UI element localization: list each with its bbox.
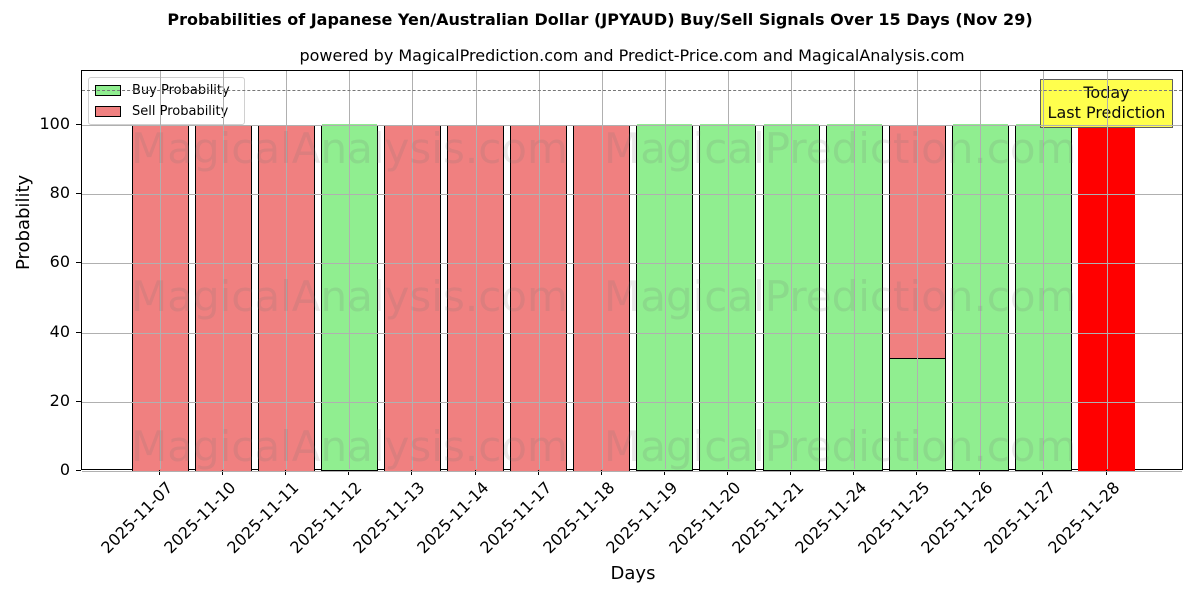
gridline-horizontal xyxy=(82,471,1182,472)
gridline-horizontal xyxy=(82,401,1182,403)
x-tick-mark xyxy=(979,470,981,475)
gridline-vertical xyxy=(286,71,288,469)
gridline-vertical xyxy=(412,71,414,469)
x-tick-mark xyxy=(285,470,287,475)
x-tick-mark xyxy=(1105,470,1107,475)
y-tick-label: 40 xyxy=(49,321,70,341)
y-tick-label: 20 xyxy=(49,390,70,410)
x-tick-mark xyxy=(790,470,791,475)
gridline-vertical xyxy=(791,71,792,469)
gridline-horizontal xyxy=(82,124,1182,126)
x-tick-mark xyxy=(726,470,728,475)
x-axis-label: Days xyxy=(610,563,656,584)
gridline-vertical xyxy=(917,71,919,469)
legend-sell-label: Sell Probability xyxy=(132,104,229,119)
y-axis-label: Probability xyxy=(13,174,34,270)
chart-subtitle: powered by MagicalPrediction.com and Pre… xyxy=(299,46,965,65)
x-tick-mark xyxy=(663,470,665,475)
x-tick-mark xyxy=(600,470,602,475)
y-tick-label: 80 xyxy=(49,183,70,203)
x-tick-mark xyxy=(222,470,224,475)
gridline-vertical xyxy=(538,71,540,469)
gridline-vertical xyxy=(727,71,729,469)
x-tick-mark xyxy=(853,470,855,475)
gridline-vertical xyxy=(664,71,666,469)
y-tick-mark xyxy=(76,470,81,471)
x-tick-mark xyxy=(1042,470,1044,475)
legend-item-sell: Sell Probability xyxy=(95,104,228,119)
x-tick-mark xyxy=(474,470,476,475)
x-tick-mark xyxy=(348,470,350,475)
y-tick-mark xyxy=(76,400,81,402)
gridline-horizontal xyxy=(82,194,1182,196)
x-tick-mark xyxy=(159,470,160,475)
reference-dashed-line xyxy=(82,90,1182,92)
gridline-vertical xyxy=(1106,71,1108,469)
gridline-vertical xyxy=(223,71,225,469)
y-tick-mark xyxy=(76,331,81,333)
gridline-horizontal xyxy=(82,263,1182,265)
legend: Buy Probability Sell Probability xyxy=(88,77,245,125)
y-tick-mark xyxy=(76,193,81,195)
y-tick-label: 60 xyxy=(49,252,70,272)
gridline-vertical xyxy=(980,71,982,469)
y-tick-label: 100 xyxy=(39,113,70,133)
gridline-horizontal xyxy=(82,332,1182,334)
gridline-vertical xyxy=(475,71,477,469)
x-tick-mark xyxy=(537,470,539,475)
chart-title: Probabilities of Japanese Yen/Australian… xyxy=(167,10,1033,29)
y-tick-mark xyxy=(76,262,81,264)
y-tick-label: 0 xyxy=(59,460,70,479)
gridline-vertical xyxy=(349,71,351,469)
gridline-vertical xyxy=(160,71,161,469)
sell-swatch-icon xyxy=(95,106,121,117)
gridline-vertical xyxy=(854,71,856,469)
y-tick-mark xyxy=(76,123,81,125)
plot-area: MagicalAnalysis.comMagicalPrediction.com… xyxy=(81,70,1183,472)
x-tick-mark xyxy=(411,470,413,475)
x-tick-mark xyxy=(916,470,918,475)
gridline-vertical xyxy=(1043,71,1045,469)
gridline-vertical xyxy=(601,71,603,469)
